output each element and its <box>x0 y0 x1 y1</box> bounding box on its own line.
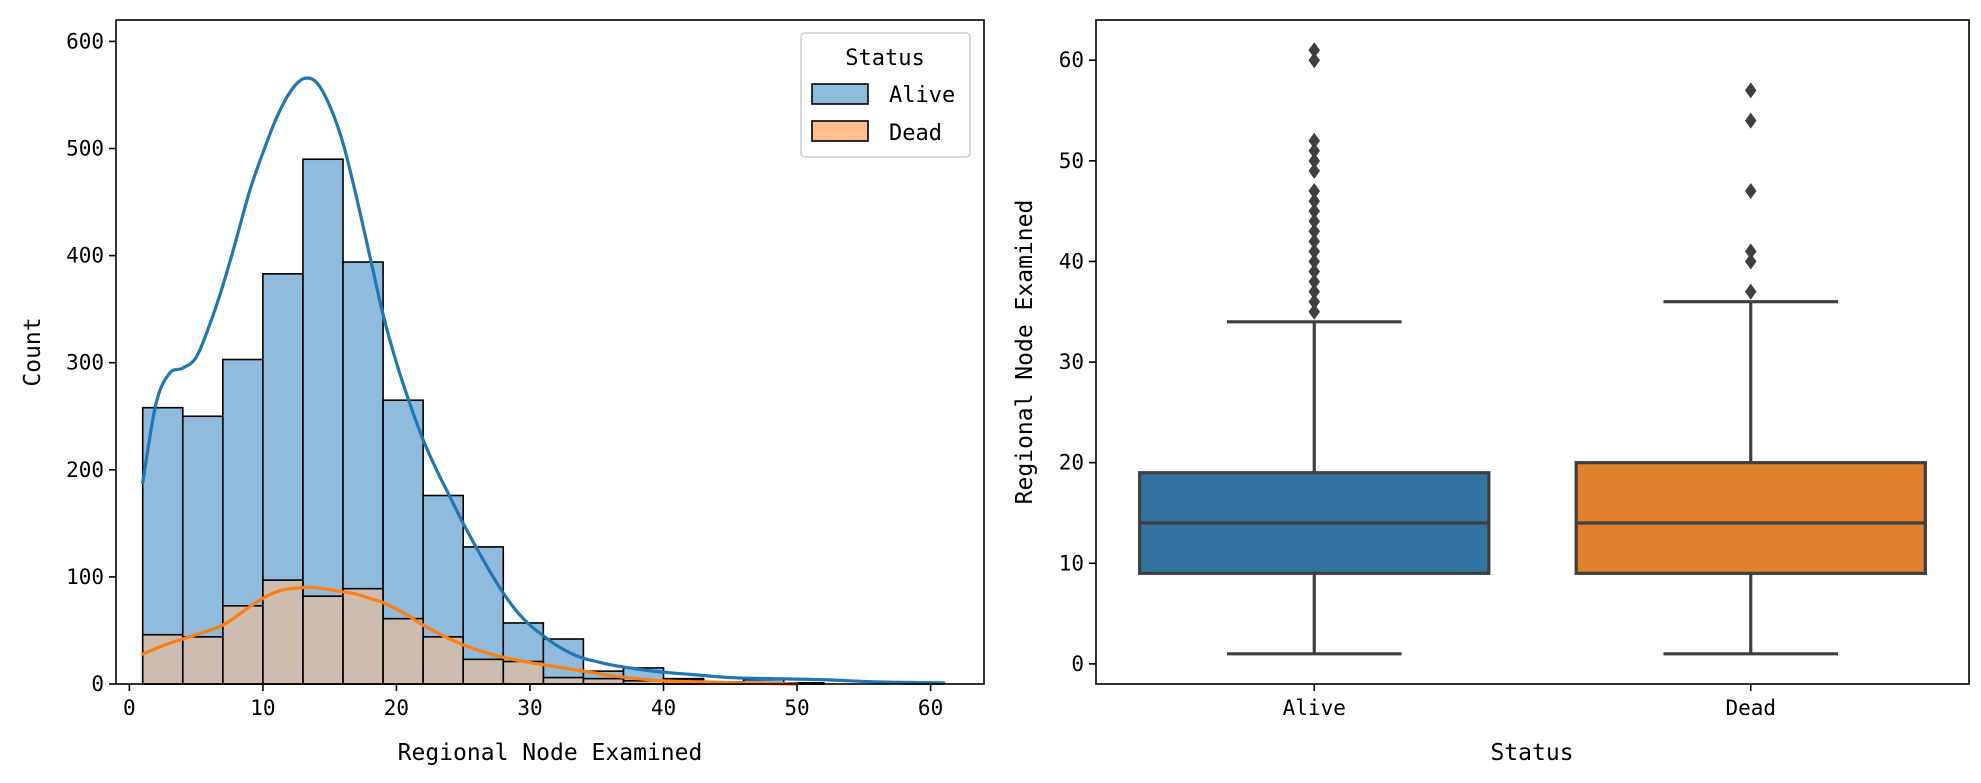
histogram-x-tick-label: 10 <box>250 696 275 720</box>
legend: Status Alive Dead <box>800 32 971 158</box>
histogram-x-axis-label: Regional Node Examined <box>398 740 703 766</box>
outlier-alive <box>1308 303 1321 320</box>
histogram-bar-dead <box>462 658 505 685</box>
boxplot-chart: Alive Dead 0 10 20 30 40 50 60 Status Regional … <box>1012 19 1970 766</box>
boxplot-y-ticks: 0 10 20 30 40 50 60 <box>1059 48 1096 676</box>
histogram-y-tick-label: 100 <box>66 565 104 589</box>
boxplot-y-tick-label: 30 <box>1059 350 1084 374</box>
histogram-x-tick-label: 40 <box>651 696 676 720</box>
histogram-x-tick-label: 0 <box>123 696 136 720</box>
histogram-x-tick-label: 20 <box>384 696 409 720</box>
histogram-bar-dead <box>141 633 184 685</box>
histogram-bar-dead <box>542 676 585 685</box>
kde-line-dead <box>141 585 799 686</box>
histogram-y-tick-label: 600 <box>66 29 104 53</box>
outlier-alive <box>1308 253 1321 270</box>
boxplot-y-tick-label: 40 <box>1059 249 1084 273</box>
outlier-dead <box>1744 112 1757 129</box>
boxplot-y-tick-label: 20 <box>1059 451 1084 475</box>
boxplot-x-axis-label: Status <box>1490 740 1573 766</box>
outlier-alive <box>1308 193 1321 210</box>
outlier-alive <box>1308 132 1321 149</box>
histogram-bar-dead <box>181 636 224 685</box>
outlier-alive <box>1308 203 1321 220</box>
histogram-x-tick-label: 50 <box>784 696 809 720</box>
histogram-x-tick-label: 60 <box>918 696 943 720</box>
outlier-alive <box>1308 263 1321 280</box>
legend-swatch-dead <box>811 120 869 142</box>
outlier-alive <box>1308 42 1321 59</box>
histogram-y-tick-label: 0 <box>91 672 104 696</box>
boxplot-x-tick-label: Alive <box>1283 696 1346 720</box>
boxplot-plot-area <box>1096 20 1969 684</box>
outlier-alive <box>1308 233 1321 250</box>
box-dead <box>1574 461 1927 575</box>
boxplot-x-ticks: Alive Dead <box>1283 684 1776 720</box>
histogram-kde-lines <box>141 76 946 686</box>
outlier-alive <box>1308 273 1321 290</box>
boxplot-y-tick-label: 60 <box>1059 48 1084 72</box>
histogram-bar-dead <box>582 677 625 685</box>
histogram-y-tick-label: 500 <box>66 137 104 161</box>
histogram-y-ticks: 0 100 200 300 400 500 600 <box>66 29 116 696</box>
boxplot-y-tick-label: 0 <box>1071 652 1084 676</box>
histogram-x-ticks: 0 10 20 30 40 50 60 <box>123 684 943 720</box>
outlier-alive <box>1308 283 1321 300</box>
boxplot-x-tick-label: Dead <box>1725 696 1776 720</box>
outlier-alive <box>1308 152 1321 169</box>
histogram-y-tick-label: 300 <box>66 351 104 375</box>
outlier-alive <box>1308 213 1321 230</box>
boxplot-boxes <box>1138 42 1927 656</box>
histogram-y-axis-label: Count <box>20 317 46 386</box>
outlier-dead <box>1744 283 1757 300</box>
boxplot-y-tick-label: 10 <box>1059 551 1084 575</box>
outlier-alive <box>1308 142 1321 159</box>
outlier-dead <box>1744 253 1757 270</box>
histogram-bar-dead <box>382 617 424 685</box>
legend-swatch-alive <box>811 83 869 105</box>
histogram-chart: 0 10 20 30 40 50 60 0 100 200 300 400 500 600 Region… <box>20 19 985 766</box>
outlier-dead <box>1744 243 1757 260</box>
outlier-dead <box>1744 183 1757 200</box>
outlier-alive <box>1308 243 1321 260</box>
legend-label-alive: Alive <box>889 83 955 108</box>
histogram-x-tick-label: 30 <box>517 696 542 720</box>
boxplot-y-tick-label: 50 <box>1059 149 1084 173</box>
histogram-y-tick-label: 400 <box>66 244 104 268</box>
boxplot-axes-frame <box>1095 19 1970 685</box>
legend-title: Status <box>845 46 924 71</box>
histogram-bar-dead <box>222 605 264 685</box>
histogram-bar-dead <box>342 587 384 685</box>
kde-line-alive <box>141 76 946 685</box>
histogram-bar-dead <box>262 579 304 685</box>
legend-label-dead: Dead <box>889 121 942 146</box>
outlier-alive <box>1308 52 1321 69</box>
histogram-y-tick-label: 200 <box>66 458 104 482</box>
outlier-alive <box>1308 183 1321 200</box>
histogram-bars-dead <box>141 579 825 685</box>
outlier-alive <box>1308 162 1321 179</box>
boxplot-y-axis-label: Regional Node Examined <box>1012 200 1038 505</box>
histogram-axes-frame <box>115 19 985 685</box>
histogram-bar-dead <box>302 595 344 685</box>
outlier-alive <box>1308 293 1321 310</box>
outlier-dead <box>1744 82 1757 99</box>
outlier-alive <box>1308 223 1321 240</box>
